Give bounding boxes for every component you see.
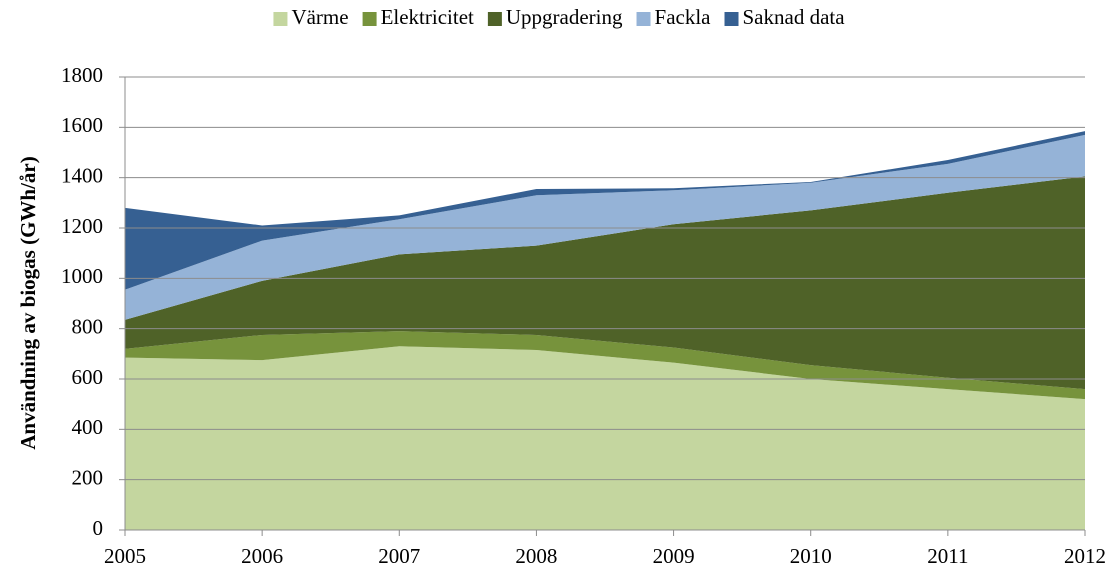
y-tick-label: 1400 [61, 163, 103, 187]
area [125, 176, 1085, 390]
y-tick-label: 600 [72, 365, 104, 389]
x-tick-label: 2008 [515, 544, 557, 568]
legend-swatch [362, 12, 377, 26]
x-tick-label: 2011 [927, 544, 968, 568]
y-tick-label: 1000 [61, 264, 103, 288]
area [125, 134, 1085, 320]
legend-label: Fackla [655, 5, 712, 29]
area [125, 346, 1085, 530]
legend-swatch [487, 12, 502, 26]
y-tick-label: 0 [93, 516, 104, 540]
grid: 0 200 400 600 800 1000 1200 1400 1600 1800 2005 200… [61, 63, 1106, 568]
legend-swatch [636, 12, 651, 26]
y-axis-label: Användning av biogas (GWh/år) [16, 156, 40, 450]
plot-area [125, 131, 1085, 530]
y-tick-label: 1200 [61, 214, 103, 238]
y-tick-label: 800 [72, 314, 104, 338]
legend-swatch [273, 12, 288, 26]
x-tick-label: 2012 [1064, 544, 1106, 568]
x-tick-label: 2005 [104, 544, 146, 568]
legend-label: Uppgradering [506, 5, 623, 29]
y-tick-label: 200 [72, 465, 104, 489]
x-tick-label: 2006 [241, 544, 283, 568]
x-tick-label: 2007 [378, 544, 420, 568]
x-tick-label: 2010 [790, 544, 832, 568]
area [125, 331, 1085, 400]
legend-swatch [724, 12, 739, 26]
y-tick-label: 400 [72, 415, 104, 439]
y-tick-label: 1600 [61, 113, 103, 137]
legend: Värme Elektricitet Uppgradering Fackla Sakna… [273, 5, 845, 29]
legend-label: Saknad data [743, 5, 846, 29]
y-tick-label: 1800 [61, 63, 103, 87]
x-tick-label: 2009 [653, 544, 695, 568]
legend-label: Elektricitet [381, 5, 474, 29]
legend-label: Värme [291, 5, 348, 29]
